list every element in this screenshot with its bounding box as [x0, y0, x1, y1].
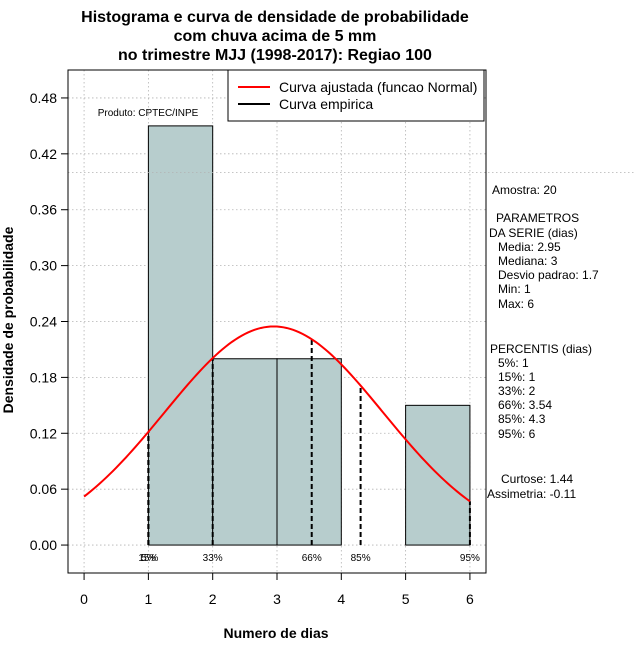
chart-title-line-1: Histograma e curva de densidade de proba… — [81, 9, 469, 26]
histogram-bar — [276, 358, 342, 546]
param-desvio: Desvio padrao: 1.7 — [498, 268, 599, 282]
y-tick-label: 0.24 — [30, 314, 57, 330]
histogram-bar — [147, 125, 214, 546]
legend-label-empirical: Curva empirica — [279, 96, 373, 112]
param-media: Media: 2.95 — [498, 240, 561, 254]
histogram-bar — [405, 404, 471, 546]
params-title-1: PARAMETROS — [496, 211, 579, 225]
y-tick-label: 0.36 — [30, 202, 57, 218]
percentile-label-66: 66% — [302, 553, 322, 564]
assimetria: Assimetria: -0.11 — [487, 487, 576, 501]
legend: Curva ajustada (funcao Normal) Curva emp… — [227, 69, 485, 122]
percentile-label-95: 95% — [460, 553, 480, 564]
param-min: Min: 1 — [498, 282, 531, 296]
param-mediana: Mediana: 3 — [498, 254, 558, 268]
product-label: Produto: CPTEC/INPE — [98, 108, 199, 119]
x-tick-label: 0 — [80, 591, 88, 607]
chart-title-line-2: com chuva acima de 5 mm — [174, 28, 377, 45]
percentil-33: 33%: 2 — [498, 384, 536, 398]
y-tick-label: 0.00 — [30, 537, 57, 553]
y-axis-label: Densidade de probabilidade — [0, 226, 16, 413]
percentile-label-33: 33% — [203, 553, 223, 564]
stats-panel: Amostra: 20 PARAMETROS DA SERIE (dias) M… — [487, 183, 599, 501]
percentile-label-15: 15% — [138, 553, 158, 564]
percentis-title: PERCENTIS (dias) — [490, 342, 592, 356]
sample-size: Amostra: 20 — [492, 183, 557, 197]
percentil-85: 85%: 4.3 — [498, 412, 546, 426]
percentile-label-85: 85% — [351, 553, 371, 564]
fitted-curve — [83, 325, 471, 503]
x-tick-label: 1 — [144, 591, 152, 607]
y-tick-label: 0.30 — [30, 258, 57, 274]
legend-label-fitted: Curva ajustada (funcao Normal) — [279, 79, 477, 95]
x-tick-label: 5 — [402, 591, 410, 607]
y-tick-label: 0.48 — [30, 90, 57, 106]
y-tick-label: 0.06 — [30, 481, 57, 497]
chart-title-line-3: no trimestre MJJ (1998-2017): Regiao 100 — [118, 47, 432, 64]
x-tick-label: 4 — [337, 591, 345, 607]
y-tick-label: 0.12 — [30, 425, 57, 441]
x-tick-label: 6 — [466, 591, 474, 607]
percentil-66: 66%: 3.54 — [498, 398, 552, 412]
param-max: Max: 6 — [498, 297, 534, 311]
histogram-bar — [212, 358, 278, 546]
x-axis: 0 1 2 3 4 5 6 — [80, 573, 474, 607]
x-tick-label: 3 — [273, 591, 281, 607]
percentil-5: 5%: 1 — [498, 356, 529, 370]
histogram-bars — [147, 125, 471, 546]
x-axis-label: Numero de dias — [223, 625, 328, 641]
percentil-95: 95%: 6 — [498, 427, 536, 441]
y-axis: 0.00 0.06 0.12 0.18 0.24 0.30 0.36 0.42 0.48 — [30, 90, 68, 553]
y-tick-label: 0.42 — [30, 146, 57, 162]
curtose: Curtose: 1.44 — [501, 472, 573, 486]
y-tick-label: 0.18 — [30, 369, 57, 385]
percentile-lines — [147, 339, 471, 546]
percentil-15: 15%: 1 — [498, 370, 536, 384]
percentile-label-5: 5% — [141, 553, 156, 564]
percentile-labels: 15%5% 33% 66% 85% 95% — [138, 553, 480, 564]
x-tick-label: 2 — [209, 591, 217, 607]
fitted-curve-layer — [83, 325, 471, 503]
legend-box — [227, 69, 485, 122]
params-title-2: DA SERIE (dias) — [489, 226, 578, 240]
